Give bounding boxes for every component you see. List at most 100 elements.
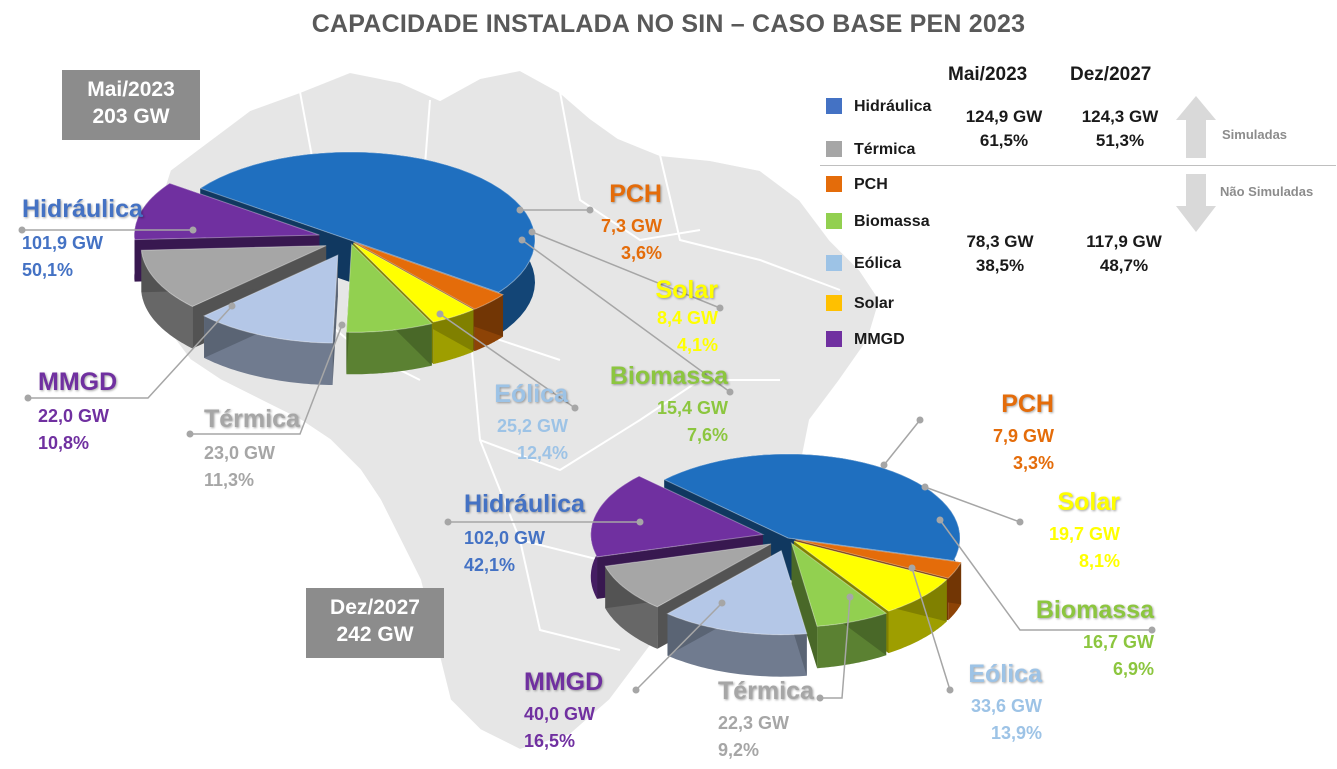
page-title: CAPACIDADE INSTALADA NO SIN – CASO BASE … [311, 10, 1026, 38]
leader-dot [186, 430, 194, 438]
leader-line [911, 567, 951, 691]
slice-top [352, 242, 475, 323]
leader-dot [846, 593, 854, 601]
leader-line [439, 313, 576, 409]
leader-dot [716, 304, 724, 312]
leader-dot [189, 226, 197, 234]
leader-dot [586, 206, 594, 214]
leader-dot [18, 226, 26, 234]
legend-item-solar: Solar [854, 295, 895, 312]
label-2023-solar: Solar 8,4 GW 4,1% [655, 276, 718, 355]
slice-1-biomassa [790, 541, 888, 669]
legend-swatch-pch [826, 176, 842, 192]
leader-line [820, 596, 851, 699]
period-title: Mai/2023 [87, 78, 175, 101]
leader-dot [228, 302, 236, 310]
leader-dot [916, 416, 924, 424]
slice-top [345, 243, 433, 333]
legend-swatch-termica [826, 141, 842, 157]
leader-dot [816, 694, 824, 702]
leader-dot [516, 206, 524, 214]
legend-swatch-solar [826, 295, 842, 311]
leader-dot [528, 228, 536, 236]
leader-dot [518, 236, 526, 244]
leader-line [924, 486, 1021, 523]
slice-top [663, 453, 961, 562]
label-2027-termica: Térmica 22,3 GW 9,2% [718, 677, 814, 760]
period-total: 242 GW [336, 623, 414, 646]
leader-line [521, 239, 731, 393]
legend-item-pch: PCH [854, 176, 888, 193]
leader-dot [436, 310, 444, 318]
legend-divider [820, 165, 1336, 166]
leader-line [635, 602, 723, 691]
leader-line [190, 324, 343, 435]
legend-item-hidraulica: Hidráulica [854, 98, 932, 115]
label-2027-pch: PCH 7,9 GW 3,3% [992, 390, 1054, 473]
leader-dot [921, 483, 929, 491]
legend-item-termica: Térmica [854, 141, 916, 158]
slice-top [354, 241, 505, 310]
legend-simuladas-2027: 124,3 GW 51,3% [1081, 107, 1159, 150]
label-2023-pch: PCH 7,3 GW 3,6% [600, 180, 662, 263]
legend-nao-simuladas-2023: 78,3 GW 38,5% [966, 232, 1034, 275]
label-2023-eolica: Eólica 25,2 GW 12,4% [494, 380, 568, 463]
leader-line [531, 231, 721, 309]
leader-dot [571, 404, 579, 412]
legend-nao-simuladas-label: Não Simuladas [1220, 184, 1314, 199]
slice-0-eólica [202, 254, 339, 386]
legend-swatch-hidraulica [826, 98, 842, 114]
leader-dot [880, 461, 888, 469]
period-box-2023: Mai/2023 203 GW [62, 70, 200, 140]
legend-simuladas-2023: 124,9 GW 61,5% [965, 107, 1043, 150]
label-2027-solar: Solar 19,7 GW 8,1% [1048, 488, 1120, 571]
slice-top [590, 475, 765, 558]
leader-dot [718, 599, 726, 607]
leader-dot [1148, 626, 1156, 634]
slice-top [790, 541, 888, 627]
pie-1 [444, 416, 1156, 702]
legend-simuladas-label: Simuladas [1222, 127, 1288, 142]
slice-top [140, 245, 327, 308]
slice-top [795, 539, 962, 579]
period-total: 203 GW [92, 105, 170, 128]
label-2027-biomassa: Biomassa 16,7 GW 6,9% [1035, 596, 1154, 679]
leader-dot [636, 518, 644, 526]
legend-item-eolica: Eólica [854, 255, 902, 272]
leader-line [939, 519, 1152, 631]
label-2027-hidraulica: Hidráulica 102,0 GW 42,1% [464, 490, 585, 575]
period-box-2027: Dez/2027 242 GW [306, 588, 444, 658]
leader-dot [726, 388, 734, 396]
label-2027-eolica: Eólica 33,6 GW 13,9% [968, 660, 1042, 743]
leader-dot [632, 686, 640, 694]
pie-0 [18, 151, 734, 438]
slice-0-biomassa [345, 243, 433, 375]
leader-line [28, 305, 233, 399]
legend-swatch-eolica [826, 255, 842, 271]
leader-dot [946, 686, 954, 694]
label-2023-termica: Térmica 23,0 GW 11,3% [204, 405, 300, 490]
slice-top [666, 549, 808, 636]
slice-1-eólica [666, 549, 808, 677]
leader-dot [1016, 518, 1024, 526]
legend-col-header-2027: Dez/2027 [1070, 64, 1152, 85]
slice-wall [141, 250, 193, 349]
legend-nao-simuladas-2027: 117,9 GW 48,7% [1086, 232, 1162, 275]
leader-dot [338, 321, 346, 329]
legend-item-mmgd: MMGD [854, 331, 905, 348]
leader-dot [908, 564, 916, 572]
leader-dot [444, 518, 452, 526]
label-2027-mmgd: MMGD 40,0 GW 16,5% [524, 668, 604, 751]
legend-item-biomassa: Biomassa [854, 213, 930, 230]
period-title: Dez/2027 [330, 596, 420, 619]
leader-dot [936, 516, 944, 524]
leader-line [883, 419, 921, 466]
label-2023-hidraulica: Hidráulica 101,9 GW 50,1% [22, 195, 143, 280]
leader-dot [24, 394, 32, 402]
label-2023-biomassa: Biomassa 15,4 GW 7,6% [609, 362, 728, 445]
slice-side [791, 543, 818, 669]
slice-top [604, 543, 772, 608]
slice-top [202, 254, 339, 344]
legend-swatch-mmgd [826, 331, 842, 347]
